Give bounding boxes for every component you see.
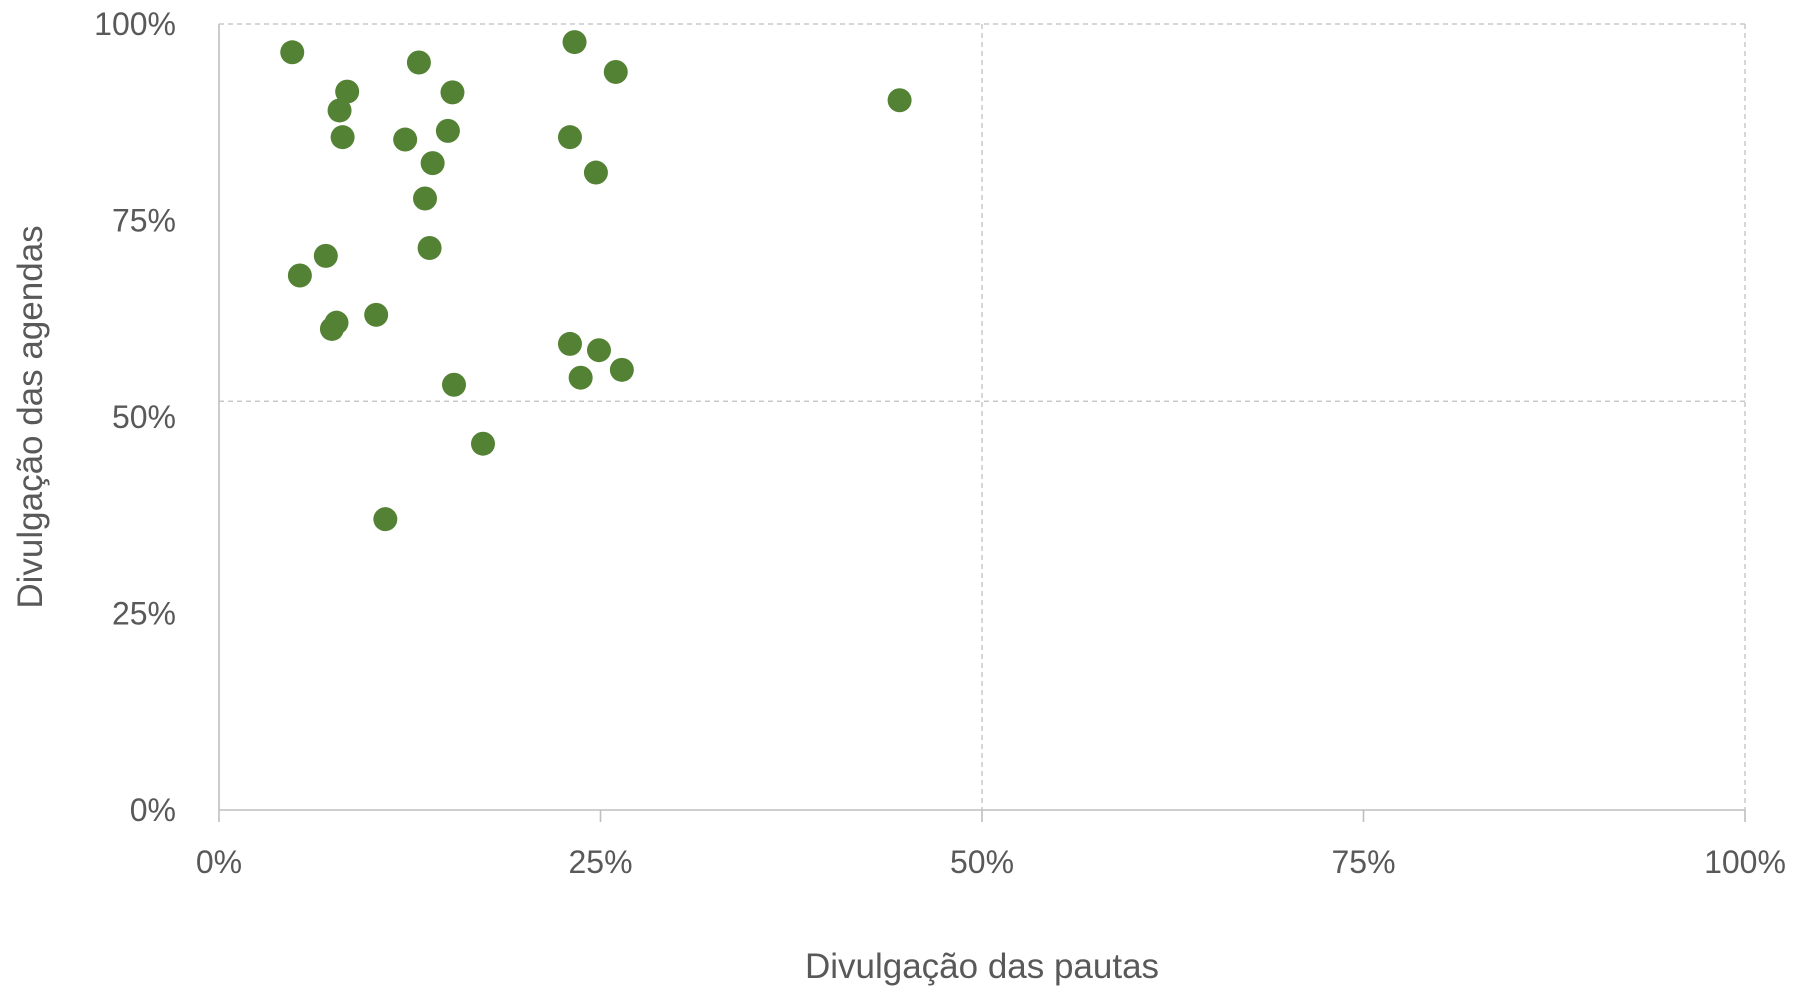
y-axis-title: Divulgação das agendas — [11, 225, 50, 608]
data-point — [603, 59, 628, 84]
y-tick-label: 100% — [94, 6, 176, 42]
data-point — [568, 365, 593, 390]
data-point — [435, 118, 460, 143]
axis-labels: 0% 25% 50% 75% 100% 0% 25% 50% 75% 100% Divulgação… — [11, 6, 1786, 986]
data-point — [335, 79, 360, 104]
data-point — [287, 263, 312, 288]
y-tick-label: 0% — [130, 792, 176, 828]
data-point — [586, 338, 611, 363]
x-tick-label: 25% — [568, 844, 632, 880]
x-tick-label: 100% — [1704, 844, 1786, 880]
x-tick-label: 75% — [1331, 844, 1395, 880]
reference-lines — [219, 23, 1746, 810]
data-point — [313, 243, 338, 268]
data-point — [393, 127, 418, 152]
data-point — [562, 30, 587, 55]
data-point — [557, 331, 582, 356]
data-point — [280, 40, 305, 65]
y-tick-label: 50% — [112, 399, 176, 435]
data-point — [609, 357, 634, 382]
data-point — [557, 125, 582, 150]
data-point — [319, 316, 344, 341]
data-point — [330, 125, 355, 150]
y-tick-label: 75% — [112, 203, 176, 239]
data-point — [420, 151, 445, 176]
data-point — [327, 98, 352, 123]
data-point — [887, 88, 912, 113]
x-tick-label: 0% — [196, 844, 242, 880]
data-point — [470, 431, 495, 456]
data-point — [413, 186, 438, 211]
data-point — [364, 302, 389, 327]
axes — [218, 24, 1746, 822]
data-point — [583, 160, 608, 185]
data-point — [373, 507, 398, 532]
data-point — [406, 50, 431, 75]
data-point — [440, 80, 465, 105]
y-tick-label: 25% — [112, 596, 176, 632]
data-point — [417, 236, 442, 261]
data-point — [442, 372, 467, 397]
x-axis-title: Divulgação das pautas — [805, 947, 1159, 986]
x-tick-label: 50% — [950, 844, 1014, 880]
data-points — [280, 30, 912, 532]
